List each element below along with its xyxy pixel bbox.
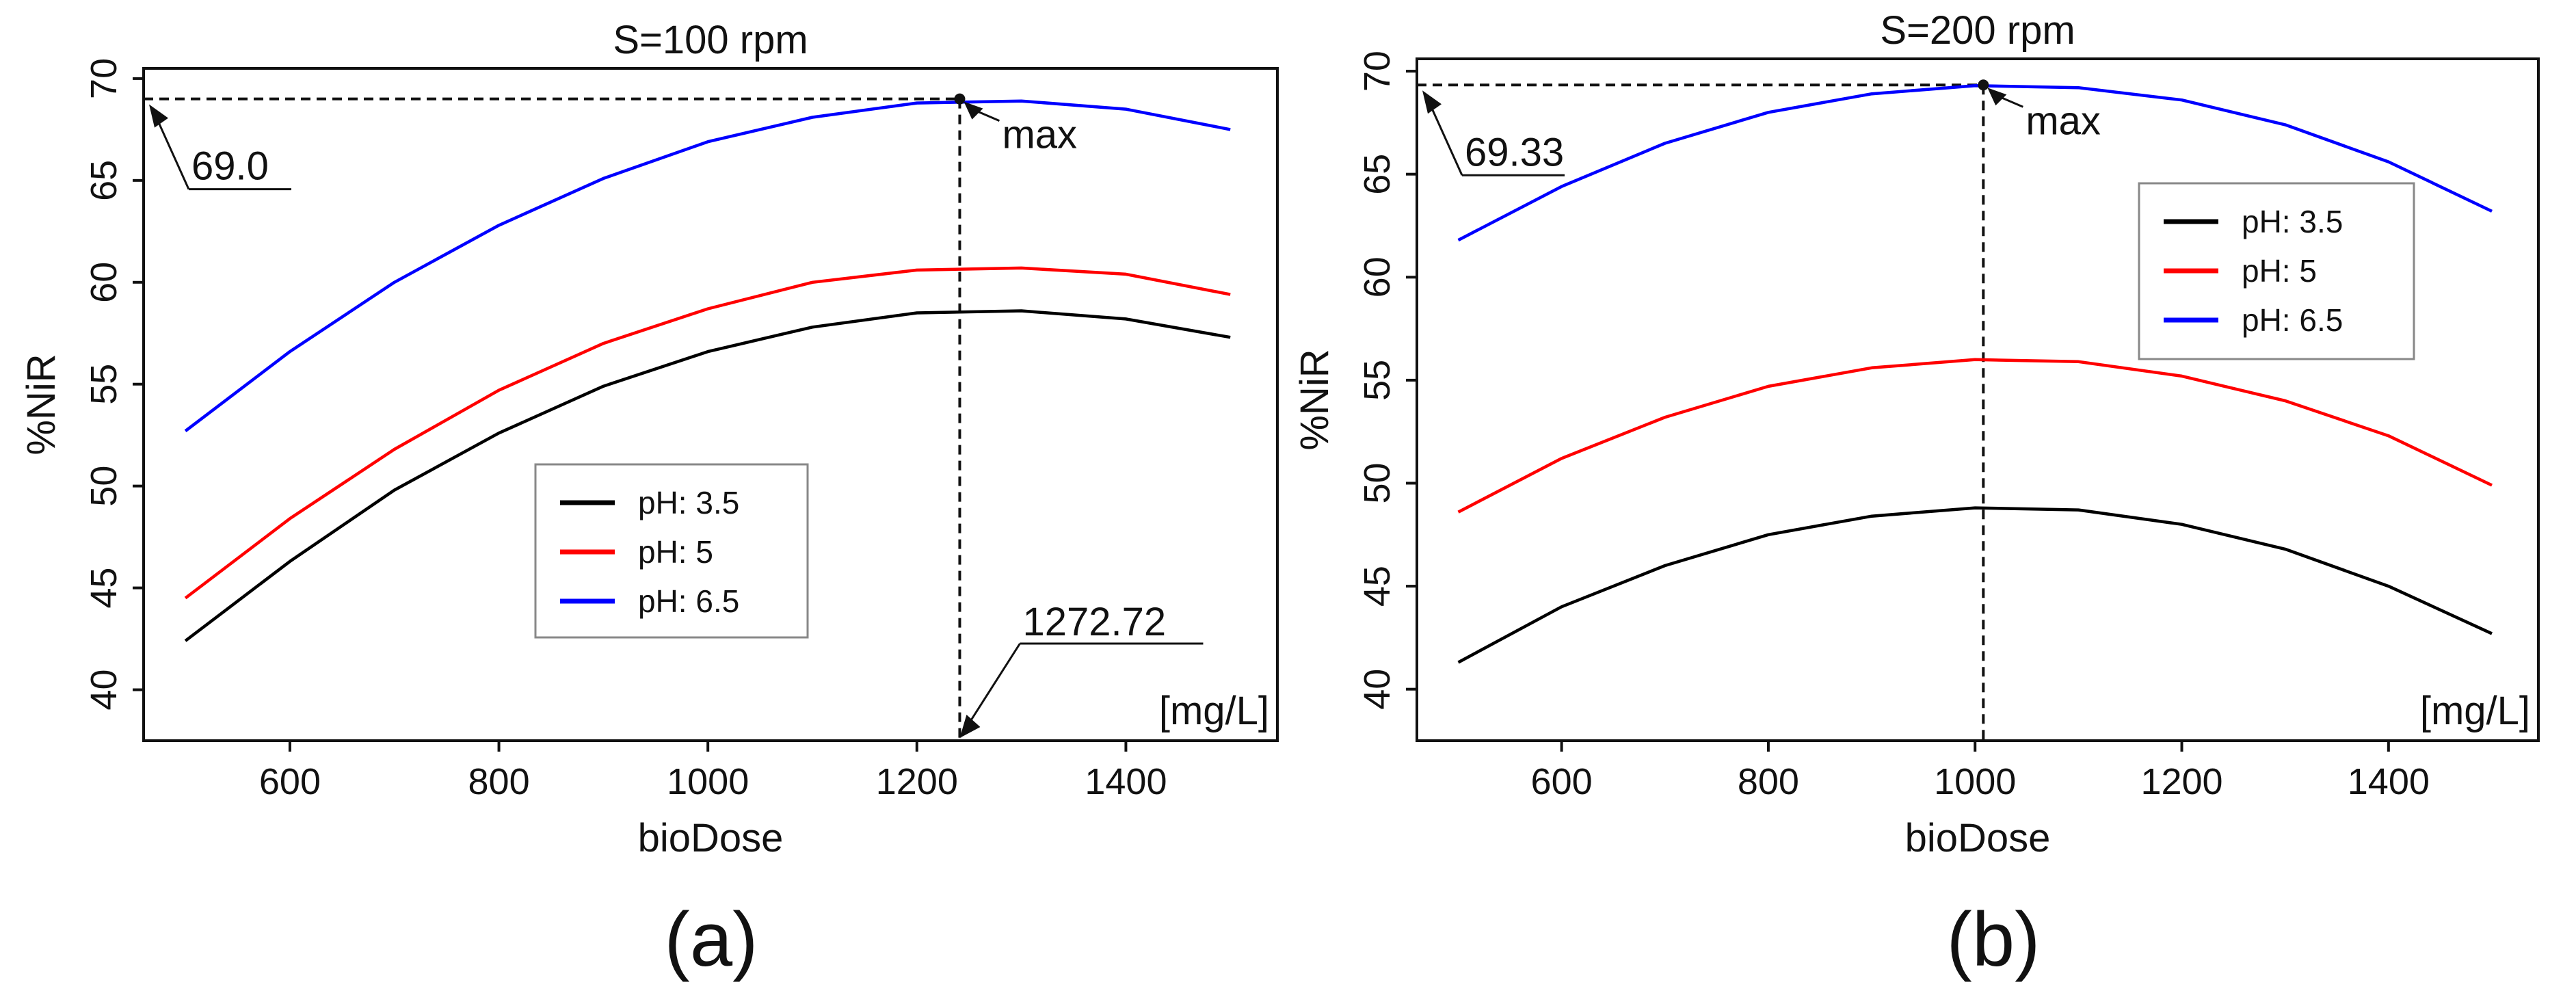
x-value-leader	[968, 643, 1021, 724]
y-tick-label: 45	[1357, 566, 1398, 607]
x-axis-label: bioDose	[638, 816, 784, 860]
series-line-ph-5	[184, 266, 1231, 600]
series-line-ph-3.5	[1457, 506, 2493, 664]
max-point-marker	[954, 93, 966, 105]
x-unit-label: [mg/L]	[1159, 689, 1269, 733]
panel-caption: (a)	[665, 897, 758, 982]
y-value-annotation: 69.0	[191, 144, 269, 189]
y-tick-label: 60	[83, 262, 124, 303]
x-tick-label: 800	[1738, 761, 1799, 802]
y-tick-label: 65	[1357, 154, 1398, 195]
legend-label: pH: 3.5	[638, 485, 739, 520]
y-tick-label: 55	[1357, 360, 1398, 401]
plot-frame	[142, 67, 1279, 742]
panel-caption: (b)	[1947, 897, 2041, 982]
max-label: max	[2026, 98, 2101, 143]
x-tick-label: 1400	[2348, 761, 2430, 802]
y-tick-label: 50	[83, 466, 124, 507]
x-tick-label: 1000	[1934, 761, 2016, 802]
y-tick-label: 40	[1357, 669, 1398, 710]
x-tick-label: 600	[259, 761, 321, 802]
chart-panel-a: S=100 rpm 600 800 1000 1200 1400 40 45 50 55 60 65 7…	[19, 18, 1279, 982]
y-tick-label: 65	[83, 160, 124, 201]
x-value-annotation: 1272.72	[1022, 600, 1166, 644]
max-label: max	[1002, 113, 1077, 157]
chart-title: S=200 rpm	[1880, 8, 2075, 53]
chart-title: S=100 rpm	[613, 18, 808, 62]
x-tick-label: 1000	[667, 761, 749, 802]
x-unit-label: [mg/L]	[2420, 689, 2530, 733]
y-tick-label: 70	[1357, 51, 1398, 92]
x-tick-label: 800	[468, 761, 530, 802]
chart-panel-b: S=200 rpm 600 800 1000 1200 1400 40 45 50 55 60 65 7…	[1292, 8, 2540, 982]
series-line-ph-6.5	[1457, 83, 2493, 242]
x-axis-label: bioDose	[1905, 816, 2051, 860]
y-tick-label: 60	[1357, 256, 1398, 298]
y-value-annotation: 69.33	[1465, 130, 1564, 174]
legend-label: pH: 3.5	[2242, 204, 2343, 239]
x-tick-label: 600	[1531, 761, 1593, 802]
y-value-arrow-head	[149, 104, 168, 128]
plot-frame	[1416, 57, 2540, 742]
legend: pH: 3.5 pH: 5 pH: 6.5	[534, 463, 809, 639]
y-value-arrow-head	[1422, 90, 1442, 114]
max-point-marker	[1978, 79, 1989, 91]
series-line-ph-6.5	[184, 99, 1231, 432]
y-tick-label: 70	[83, 58, 124, 99]
legend-label: pH: 5	[2242, 253, 2317, 289]
legend-label: pH: 6.5	[638, 583, 739, 619]
x-value-arrow-head	[959, 715, 981, 738]
y-value-leader	[1429, 105, 1463, 176]
y-tick-label: 40	[83, 669, 124, 710]
max-arrow-head	[964, 101, 983, 120]
series-line-ph-5	[1457, 358, 2493, 514]
x-tick-label: 1200	[2140, 761, 2222, 802]
y-tick-label: 50	[1357, 462, 1398, 503]
y-axis-label: %NiR	[1292, 349, 1337, 450]
y-axis-label: %NiR	[19, 354, 64, 455]
y-tick-label: 45	[83, 568, 124, 609]
max-arrow-head	[1987, 88, 2007, 106]
legend: pH: 3.5 pH: 5 pH: 6.5	[2138, 182, 2415, 360]
y-tick-label: 55	[83, 364, 124, 405]
x-tick-label: 1400	[1085, 761, 1167, 802]
legend-label: pH: 6.5	[2242, 302, 2343, 338]
x-tick-label: 1200	[876, 761, 958, 802]
legend-label: pH: 5	[638, 534, 713, 570]
series-line-ph-3.5	[184, 309, 1231, 642]
y-value-leader	[156, 119, 190, 190]
